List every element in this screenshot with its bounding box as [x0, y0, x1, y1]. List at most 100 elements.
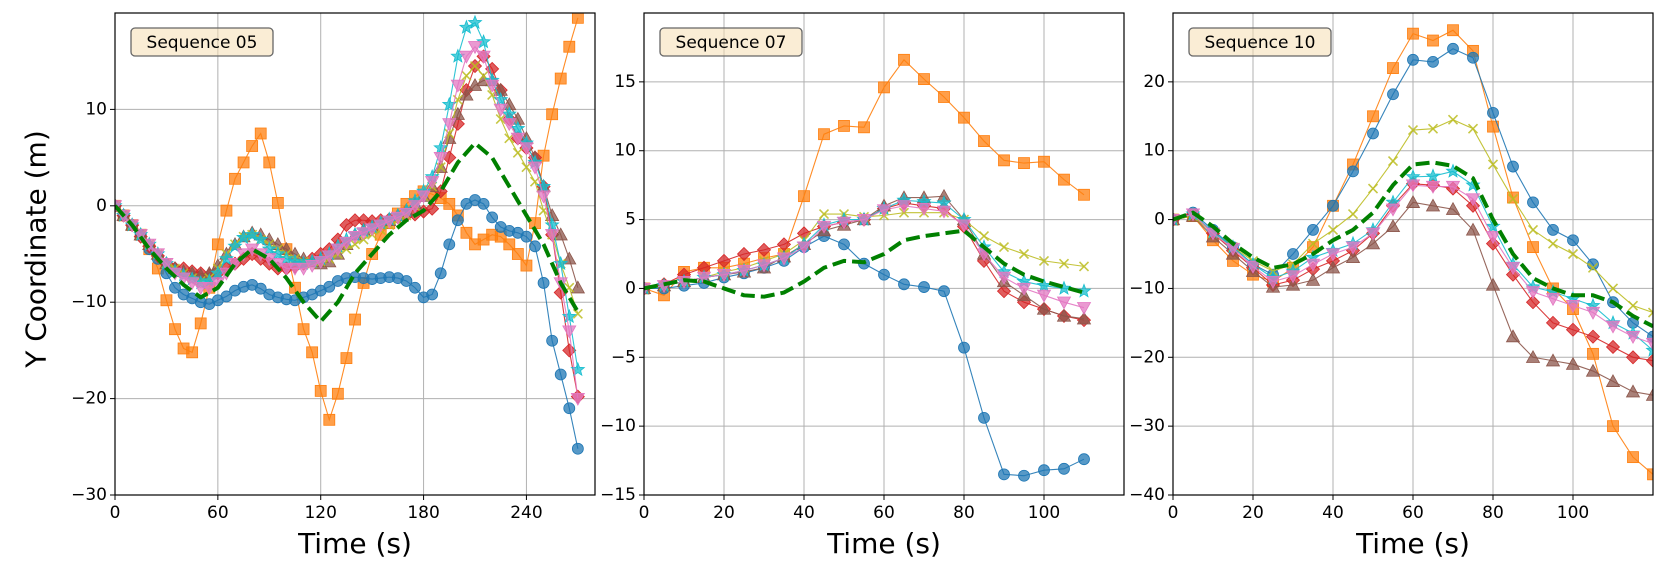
point-orange-square: [331, 387, 344, 400]
point-blue-circle: [563, 402, 576, 415]
series-line-green-dashed: [115, 141, 580, 324]
x-tick-label-0: 0: [639, 503, 650, 523]
point-orange-square: [1058, 173, 1070, 186]
point-blue-circle: [898, 278, 910, 291]
point-olive-x: [1058, 258, 1070, 269]
point-pink-triangle-down: [1585, 306, 1601, 320]
point-pink-triangle-down: [544, 229, 560, 243]
point-olive-x: [1367, 183, 1379, 194]
point-pink-triangle-down: [510, 132, 526, 146]
point-pink-triangle-down: [159, 258, 174, 271]
point-orange-square: [211, 238, 224, 251]
point-red-diamond: [1645, 353, 1653, 368]
x-tick-label-240: 240: [510, 503, 542, 523]
point-blue-circle: [529, 240, 541, 253]
x-axis-label: Time (s): [826, 527, 941, 560]
y-tick-label-minus5: −5: [611, 347, 636, 367]
point-orange-square: [554, 72, 567, 85]
point-blue-circle: [400, 275, 413, 287]
point-brown-triangle: [1545, 353, 1561, 367]
point-cyan-star: [1465, 177, 1481, 192]
x-tick-label-0: 0: [1168, 503, 1179, 523]
point-pink-triangle-down: [736, 264, 752, 278]
point-orange-square: [263, 156, 276, 169]
x-axis-label: Time (s): [1355, 527, 1470, 560]
point-pink-triangle-down: [133, 229, 148, 243]
point-cyan-star: [553, 255, 569, 271]
point-orange-square: [1038, 155, 1050, 168]
point-pink-triangle-down: [936, 205, 952, 219]
y-tick-label-10: 10: [1143, 141, 1165, 161]
point-orange-square: [349, 313, 361, 326]
point-blue-circle: [1507, 160, 1519, 173]
point-orange-square: [938, 91, 950, 103]
point-brown-triangle: [1036, 301, 1052, 315]
point-olive-x: [512, 147, 523, 158]
point-pink-triangle-down: [816, 220, 832, 234]
panel-title: Sequence 07: [676, 33, 787, 53]
x-tick-label-120: 120: [304, 503, 336, 523]
point-blue-circle: [1018, 469, 1030, 482]
point-blue-circle: [1427, 55, 1439, 68]
point-pink-triangle-down: [1385, 203, 1401, 217]
point-pink-triangle-down: [356, 227, 371, 241]
point-blue-circle: [1547, 223, 1559, 236]
point-cyan-star: [493, 91, 509, 107]
point-pink-triangle-down: [1245, 260, 1261, 274]
panel-title-box: Sequence 07: [659, 27, 803, 57]
point-cyan-star: [458, 19, 474, 34]
point-blue-circle: [1367, 127, 1379, 140]
axes-frame: [114, 12, 596, 496]
y-tick-label-5: 5: [625, 210, 636, 230]
point-blue-circle: [537, 277, 550, 289]
x-tick-label-40: 40: [793, 503, 815, 523]
plot-area: [1173, 24, 1653, 481]
point-pink-triangle-down: [1445, 180, 1461, 194]
series-pink-triangle-down: [644, 200, 1092, 316]
point-blue-circle: [1407, 53, 1419, 66]
y-tick-label-10: 10: [85, 99, 107, 119]
point-orange-square: [1367, 110, 1379, 123]
point-red-diamond: [1565, 322, 1581, 337]
point-brown-triangle: [1445, 201, 1461, 215]
point-pink-triangle-down: [416, 190, 431, 204]
point-orange-square: [520, 259, 533, 272]
point-olive-x: [1387, 155, 1399, 167]
point-pink-triangle-down: [1036, 289, 1052, 303]
point-pink-triangle-down: [916, 202, 932, 216]
point-pink-triangle-down: [433, 151, 448, 165]
point-olive-x: [1567, 248, 1579, 260]
point-pink-triangle-down: [476, 50, 491, 64]
point-olive-x: [1627, 300, 1639, 311]
x-tick-label-180: 180: [407, 503, 439, 523]
point-brown-triangle: [1405, 195, 1421, 208]
point-orange-square: [1018, 157, 1030, 170]
point-pink-triangle-down: [399, 207, 414, 221]
point-cyan-star: [253, 231, 269, 246]
point-pink-triangle-down: [756, 259, 772, 273]
point-orange-square: [858, 121, 870, 134]
panel-title-box: Sequence 10: [1188, 27, 1332, 57]
point-blue-circle: [1487, 106, 1499, 119]
point-orange-square: [978, 135, 990, 147]
point-brown-triangle: [1056, 308, 1072, 322]
point-pink-triangle-down: [347, 231, 363, 244]
point-blue-circle: [958, 341, 970, 354]
point-orange-square: [918, 73, 930, 86]
series-green-dashed: [115, 141, 580, 324]
x-tick-label-0: 0: [110, 503, 121, 523]
point-blue-circle: [1058, 462, 1070, 475]
point-blue-circle: [477, 197, 490, 210]
point-pink-triangle-down: [1605, 320, 1621, 334]
point-cyan-star: [1036, 277, 1052, 293]
tick-labels: 0 20 40 60 80 100 −15 −10 −5 0 5 10 15: [600, 72, 1060, 523]
point-orange-square: [220, 204, 233, 217]
point-blue-circle: [1567, 234, 1579, 247]
point-cyan-star: [278, 250, 294, 266]
point-pink-triangle-down: [1325, 248, 1341, 262]
y-tick-label-minus15: −15: [600, 485, 636, 505]
point-pink-triangle-down: [493, 103, 508, 117]
point-brown-triangle: [1625, 384, 1641, 398]
point-blue-circle: [254, 282, 267, 295]
x-tick-label-100: 100: [1557, 503, 1589, 523]
